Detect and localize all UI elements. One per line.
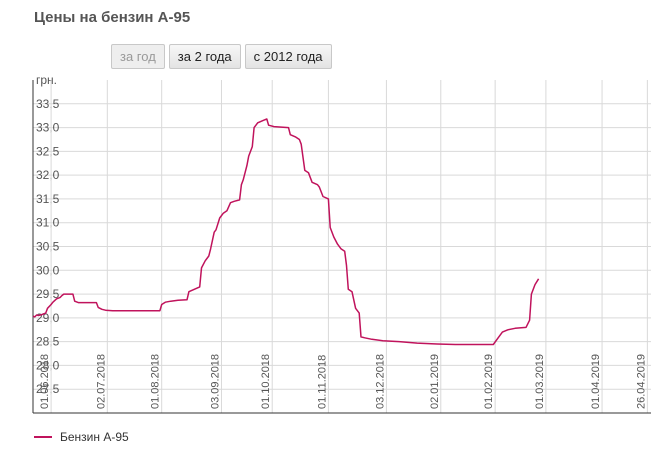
y-tick-label: 28,5: [36, 335, 60, 349]
page-title: Цены на бензин А-95: [34, 9, 191, 26]
y-tick-label: 30,0: [36, 263, 60, 277]
period-since-2012-button[interactable]: с 2012 года: [244, 44, 332, 69]
y-tick-label: 32,5: [36, 144, 60, 158]
y-tick-label: 29,0: [36, 311, 60, 325]
series-line-Бензин А-95: [32, 118, 540, 346]
y-tick-label: 29,5: [36, 287, 60, 301]
x-tick-label: 01.02.2019: [483, 354, 495, 409]
x-tick-label: 02.01.2019: [429, 354, 441, 409]
y-tick-label: 31,0: [36, 216, 60, 230]
legend-line-icon: [34, 436, 52, 438]
y-axis-label: грн.: [36, 73, 57, 87]
period-2-years-button[interactable]: за 2 года: [168, 44, 241, 69]
x-tick-label: 02.07.2018: [95, 354, 107, 409]
x-tick-label: 26.04.2019: [635, 354, 647, 409]
x-tick-label: 01.06.2018: [39, 354, 51, 409]
y-tick-label: 30,5: [36, 240, 60, 254]
chart-legend[interactable]: Бензин А-95: [34, 430, 129, 444]
period-button-row: за год за 2 года с 2012 года: [111, 44, 332, 69]
legend-series-label: Бензин А-95: [60, 430, 129, 444]
y-tick-label: 27,5: [36, 382, 60, 396]
y-tick-label: 33,0: [36, 121, 60, 135]
period-1-year-button[interactable]: за год: [111, 44, 165, 69]
x-tick-label: 03.09.2018: [209, 354, 221, 409]
y-tick-label: 32,0: [36, 168, 60, 182]
x-tick-label: 01.10.2018: [260, 354, 272, 409]
y-tick-label: 28,0: [36, 358, 60, 372]
x-tick-label: 01.11.2018: [316, 355, 328, 409]
x-tick-label: 03.12.2018: [374, 354, 386, 409]
y-tick-label: 33,5: [36, 97, 60, 111]
y-tick-label: 31,5: [36, 192, 60, 206]
x-tick-label: 01.03.2019: [534, 354, 546, 409]
x-tick-label: 01.08.2018: [150, 354, 162, 409]
x-tick-label: 01.04.2019: [590, 354, 602, 409]
